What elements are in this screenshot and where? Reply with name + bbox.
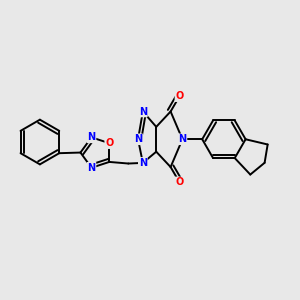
Text: N: N (139, 158, 147, 168)
Text: O: O (176, 91, 184, 101)
Text: N: N (87, 163, 96, 173)
Text: N: N (134, 134, 142, 144)
Text: N: N (87, 132, 96, 142)
Text: O: O (105, 138, 113, 148)
Text: N: N (139, 106, 147, 116)
Text: N: N (178, 134, 187, 144)
Text: O: O (176, 177, 184, 188)
